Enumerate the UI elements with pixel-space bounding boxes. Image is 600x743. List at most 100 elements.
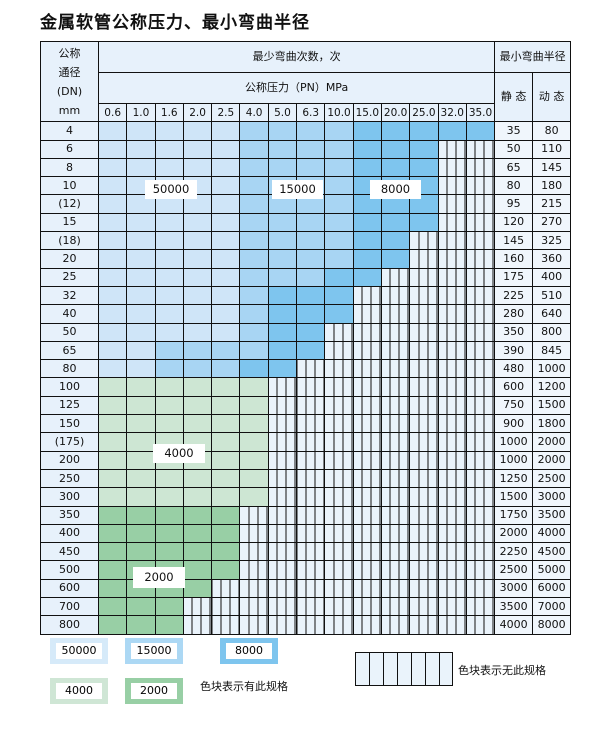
spec-cell-8000 bbox=[380, 231, 411, 251]
no-spec-cell bbox=[465, 176, 496, 196]
no-spec-cell bbox=[352, 322, 382, 342]
dn-header-line: (DN) bbox=[56, 84, 83, 98]
no-spec-cell bbox=[239, 505, 269, 525]
static-radius-cell: 4000 bbox=[494, 615, 534, 635]
no-spec-cell bbox=[437, 231, 467, 251]
dn-cell: 100 bbox=[40, 377, 99, 397]
no-spec-cell bbox=[239, 597, 269, 617]
no-spec-cell bbox=[324, 359, 354, 379]
spec-cell-4000 bbox=[239, 414, 269, 434]
spec-cell-15000 bbox=[267, 121, 298, 141]
static-radius-cell: 3000 bbox=[494, 578, 534, 599]
no-spec-cell bbox=[437, 212, 467, 233]
spec-cell-50000 bbox=[97, 322, 128, 342]
no-spec-cell bbox=[296, 395, 326, 416]
pressure-col-header: 25.0 bbox=[409, 102, 439, 123]
no-spec-cell bbox=[409, 395, 439, 416]
pressure-col-header: 20.0 bbox=[380, 102, 411, 123]
no-spec-cell bbox=[465, 157, 496, 178]
region-label-15000: 15000 bbox=[272, 180, 323, 199]
spec-cell-4000 bbox=[97, 377, 128, 397]
spec-cell-15000 bbox=[267, 157, 298, 178]
spec-cell-4000 bbox=[239, 432, 269, 452]
no-spec-cell bbox=[465, 505, 496, 525]
no-spec-cell bbox=[409, 414, 439, 434]
spec-cell-15000 bbox=[182, 340, 213, 361]
no-spec-cell bbox=[437, 285, 467, 306]
no-spec-cell bbox=[296, 578, 326, 599]
static-radius-cell: 350 bbox=[494, 322, 534, 342]
no-spec-cell bbox=[324, 487, 354, 507]
spec-cell-15000 bbox=[267, 267, 298, 287]
no-spec-cell bbox=[409, 578, 439, 599]
no-spec-cell bbox=[465, 231, 496, 251]
static-radius-cell: 65 bbox=[494, 157, 534, 178]
spec-cell-8000 bbox=[352, 194, 382, 214]
static-radius-cell: 145 bbox=[494, 231, 534, 251]
no-spec-cell bbox=[296, 414, 326, 434]
dn-cell: 350 bbox=[40, 505, 99, 525]
legend-hatch-swatch bbox=[355, 652, 453, 686]
no-spec-cell bbox=[352, 542, 382, 562]
no-spec-cell bbox=[465, 578, 496, 599]
dn-cell: (12) bbox=[40, 194, 99, 214]
no-spec-cell bbox=[465, 560, 496, 580]
no-spec-cell bbox=[324, 432, 354, 452]
spec-cell-8000 bbox=[352, 121, 382, 141]
spec-cell-4000 bbox=[126, 432, 156, 452]
no-spec-cell bbox=[352, 615, 382, 635]
spec-cell-50000 bbox=[182, 212, 213, 233]
no-spec-cell bbox=[296, 468, 326, 489]
no-spec-cell bbox=[352, 304, 382, 324]
spec-cell-50000 bbox=[182, 285, 213, 306]
dynamic-radius-cell: 2500 bbox=[532, 468, 572, 489]
spec-cell-50000 bbox=[126, 157, 156, 178]
spec-cell-4000 bbox=[126, 377, 156, 397]
spec-cell-4000 bbox=[211, 432, 241, 452]
no-spec-cell bbox=[409, 359, 439, 379]
page-title: 金属软管公称压力、最小弯曲半径 bbox=[40, 13, 310, 33]
spec-cell-50000 bbox=[126, 340, 156, 361]
dynamic-radius-cell: 5000 bbox=[532, 560, 572, 580]
region-label-4000: 4000 bbox=[153, 444, 205, 463]
no-spec-cell bbox=[267, 578, 298, 599]
spec-cell-4000 bbox=[182, 377, 213, 397]
spec-cell-2000 bbox=[97, 615, 128, 635]
no-spec-cell bbox=[465, 249, 496, 269]
spec-cell-50000 bbox=[182, 322, 213, 342]
spec-cell-15000 bbox=[154, 359, 184, 379]
no-spec-cell bbox=[380, 615, 411, 635]
spec-cell-15000 bbox=[239, 340, 269, 361]
radius-header: 最小弯曲半径 bbox=[494, 41, 572, 73]
spec-cell-2000 bbox=[97, 505, 128, 525]
no-spec-cell bbox=[352, 285, 382, 306]
table-row: 20 160 360 bbox=[40, 249, 572, 269]
no-spec-cell bbox=[380, 414, 411, 434]
no-spec-cell bbox=[465, 432, 496, 452]
spec-cell-50000 bbox=[126, 322, 156, 342]
no-spec-cell bbox=[380, 359, 411, 379]
spec-cell-50000 bbox=[211, 212, 241, 233]
no-spec-cell bbox=[465, 468, 496, 489]
spec-cell-15000 bbox=[239, 212, 269, 233]
spec-cell-50000 bbox=[211, 194, 241, 214]
dynamic-radius-cell: 6000 bbox=[532, 578, 572, 599]
dynamic-radius-cell: 1500 bbox=[532, 395, 572, 416]
spec-cell-8000 bbox=[352, 249, 382, 269]
spec-cell-50000 bbox=[211, 322, 241, 342]
spec-cell-4000 bbox=[211, 468, 241, 489]
dn-cell: 500 bbox=[40, 560, 99, 580]
spec-cell-15000 bbox=[324, 231, 354, 251]
static-radius-cell: 900 bbox=[494, 414, 534, 434]
legend-no-spec: 色块表示无此规格 bbox=[458, 664, 546, 677]
no-spec-cell bbox=[409, 542, 439, 562]
spec-cell-8000 bbox=[352, 212, 382, 233]
table-row: 8 65 145 bbox=[40, 157, 572, 178]
dn-cell: 125 bbox=[40, 395, 99, 416]
spec-cell-4000 bbox=[182, 468, 213, 489]
dynamic-radius-cell: 215 bbox=[532, 194, 572, 214]
static-radius-cell: 750 bbox=[494, 395, 534, 416]
dn-cell: 400 bbox=[40, 523, 99, 544]
spec-cell-50000 bbox=[182, 267, 213, 287]
spec-cell-8000 bbox=[352, 139, 382, 159]
